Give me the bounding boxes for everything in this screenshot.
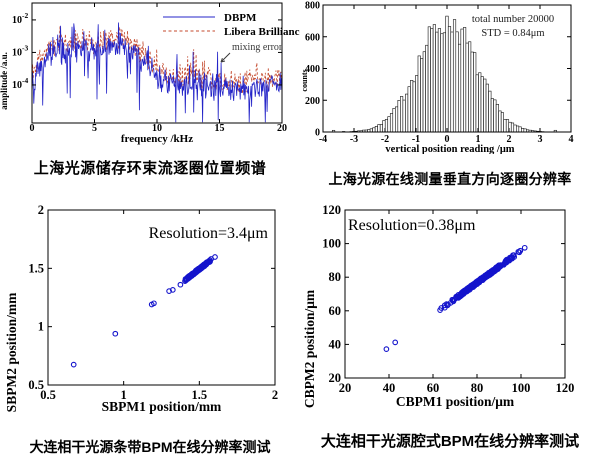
outlier-point <box>383 346 390 352</box>
y-tick-label: 2 <box>38 203 44 217</box>
legend-label-libera: Libera Brilliance <box>224 26 300 38</box>
x-axis-label: SBPM1 position/mm <box>102 399 222 414</box>
y-tick-label: 100 <box>322 237 341 251</box>
x-axis-label: frequency /kHz <box>121 133 193 145</box>
y-tick-label: 60 <box>329 304 342 318</box>
x-tick-label: 60 <box>427 381 440 395</box>
x-tick-label: 3 <box>538 134 543 145</box>
x-tick-label: 40 <box>383 381 396 395</box>
sbpm-scatter-chart: 0.5 1 1.5 2 0.5 1 1.5 2 SBPM1 position/mm SBPM2 p… <box>4 203 278 414</box>
x-tick-label: -2 <box>381 134 389 145</box>
x-tick-label: 120 <box>556 381 575 395</box>
y-tick-label: 120 <box>322 203 341 217</box>
x-tick-label: 100 <box>512 381 531 395</box>
mixing-error-arrow <box>220 52 231 63</box>
y-tick-label: 400 <box>305 64 320 75</box>
x-axis-label: CBPM1 position/μm <box>396 394 515 409</box>
spectrum-chart: 0 5 10 15 20 10-2 10-3 10-4 frequency /kHz amplit… <box>0 2 300 145</box>
total-number-annotation: total number 20000 <box>472 14 554 25</box>
outlier-point <box>70 361 77 368</box>
x-tick-label: 80 <box>471 381 484 395</box>
plot-frame <box>344 209 566 379</box>
x-tick-label: 20 <box>277 123 287 134</box>
sbpm-scatter-figure: 0.5 1 1.5 2 0.5 1 1.5 2 SBPM1 position/mm SBPM2 p… <box>0 190 300 422</box>
caption-spectrum: 上海光源储存环束流逐圈位置频谱 <box>33 160 267 177</box>
plot-frame <box>322 4 572 133</box>
x-tick-label: 1 <box>121 388 127 402</box>
x-tick-label: 15 <box>215 123 225 134</box>
caption-sbpm-test: 大连相干光源条带BPM在线分辨率测试 <box>29 439 271 455</box>
histogram-chart: -4 -3 -2 -1 0 1 2 3 4 0 200 400 600 800 vertical posit… <box>300 1 574 155</box>
std-annotation: STD = 0.84μm <box>481 28 544 39</box>
x-tick-label: 1.5 <box>192 388 208 402</box>
x-tick-label: 4 <box>569 134 574 145</box>
x-tick-label: 0 <box>30 123 35 134</box>
y-tick-label: 10-2 <box>12 11 28 26</box>
scatter-points <box>70 254 218 368</box>
y-tick-label: 0 <box>315 128 320 139</box>
histogram-bars <box>331 15 557 133</box>
y-axis-label: counts <box>300 69 309 91</box>
y-tick-label: 800 <box>305 1 320 12</box>
x-tick-label: 1 <box>476 134 481 145</box>
outlier-point <box>112 330 119 337</box>
legend-label-dbpm: DBPM <box>224 12 257 24</box>
libera-brilliance-series <box>31 26 283 94</box>
x-tick-label: 20 <box>339 381 352 395</box>
x-tick-label: 2 <box>272 388 278 402</box>
caption-cbpm-test: 大连相干光源腔式BPM在线分辨率测试 <box>320 433 580 450</box>
outlier-point <box>166 288 172 294</box>
cbpm-scatter-chart: 20 40 60 80 100 120 20 40 60 80 100 120 CBPM1 positi… <box>302 203 575 409</box>
y-tick-label: 40 <box>329 337 342 351</box>
outlier-point <box>151 300 157 307</box>
y-tick-label: 1 <box>38 320 44 334</box>
y-tick-label: 600 <box>305 32 320 43</box>
x-tick-label: -1 <box>412 134 420 145</box>
scatter-points <box>383 244 528 352</box>
cbpm-scatter-figure: 20 40 60 80 100 120 20 40 60 80 100 120 CBPM1 positi… <box>300 188 600 420</box>
resolution-annotation: Resolution=3.4μm <box>149 225 269 242</box>
plot-frame <box>47 209 276 386</box>
y-tick-label: 0.5 <box>28 378 44 392</box>
y-tick-label: 10-3 <box>12 43 28 58</box>
outlier-point <box>169 287 176 293</box>
y-tick-label: 200 <box>305 96 320 107</box>
outlier-point <box>392 339 399 346</box>
y-tick-label: 1.5 <box>28 261 44 275</box>
resolution-annotation: Resolution=0.38μm <box>348 217 476 234</box>
outlier-point <box>177 281 184 288</box>
plot-frame <box>31 2 283 124</box>
y-tick-label: 20 <box>329 371 342 385</box>
dbpm-series <box>31 22 283 123</box>
y-axis-label: SBPM2 position/mm <box>4 292 19 412</box>
x-tick-label: 10 <box>152 123 162 134</box>
legend: DBPM Libera Brilliance <box>163 12 300 38</box>
x-tick-label: 0.5 <box>40 388 56 402</box>
x-tick-label: -4 <box>319 134 327 145</box>
x-tick-label: 5 <box>92 123 97 134</box>
spectrum-figure: 0 5 10 15 20 10-2 10-3 10-4 frequency /kHz amplit… <box>0 0 300 152</box>
x-tick-label: 2 <box>507 134 512 145</box>
x-tick-label: 0 <box>445 134 450 145</box>
x-tick-label: -3 <box>350 134 358 145</box>
y-axis-label: amplitude /a.u. <box>0 52 9 110</box>
x-axis-label: vertical position reading /μm <box>385 144 514 154</box>
y-tick-label: 80 <box>329 270 342 284</box>
y-tick-label: 10-4 <box>12 76 28 91</box>
histogram-figure: -4 -3 -2 -1 0 1 2 3 4 0 200 400 600 800 vertical posit… <box>300 0 600 155</box>
mixing-error-annotation: mixing error <box>232 42 283 53</box>
y-axis-label: CBPM2 position/μm <box>302 289 317 408</box>
caption-histogram: 上海光源在线测量垂直方向逐圈分辨率 <box>328 171 572 187</box>
